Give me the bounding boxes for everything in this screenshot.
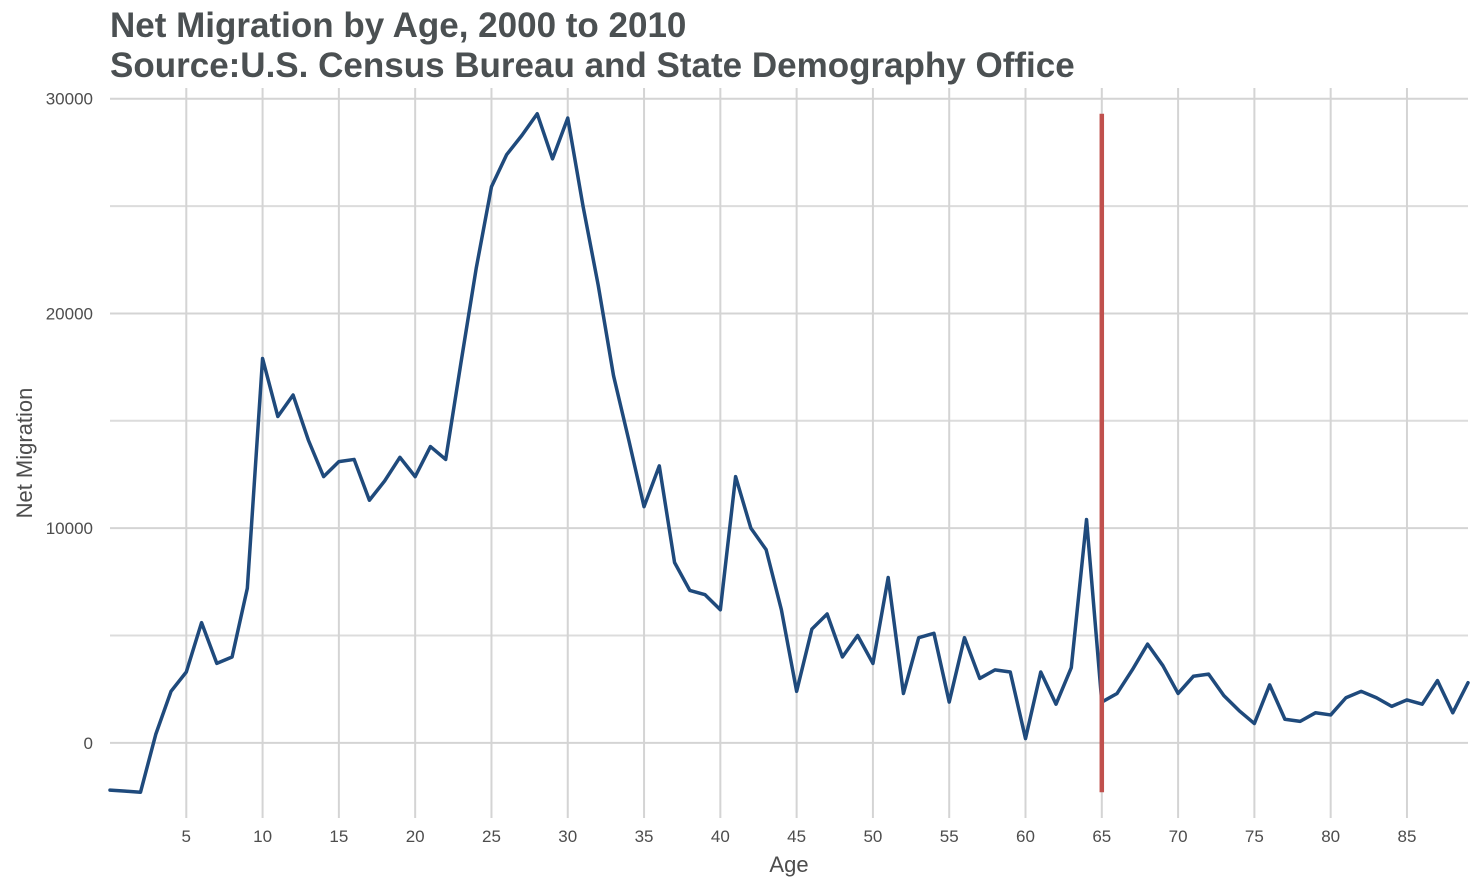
y-axis-ticks: 0 10000 20000 30000 — [46, 90, 93, 753]
x-tick-label: 20 — [406, 827, 425, 846]
chart-title-block: Net Migration by Age, 2000 to 2010 Sourc… — [110, 6, 1075, 86]
x-tick-label: 70 — [1169, 827, 1188, 846]
chart-title: Net Migration by Age, 2000 to 2010 — [110, 6, 687, 45]
x-tick-label: 75 — [1245, 827, 1264, 846]
x-tick-label: 15 — [329, 827, 348, 846]
x-tick-label: 5 — [182, 827, 191, 846]
x-tick-label: 35 — [635, 827, 654, 846]
grid — [110, 88, 1468, 818]
x-tick-label: 45 — [787, 827, 806, 846]
y-tick-label: 0 — [84, 734, 93, 753]
y-tick-label: 30000 — [46, 90, 93, 109]
y-tick-label: 20000 — [46, 304, 93, 323]
x-tick-label: 80 — [1321, 827, 1340, 846]
x-tick-label: 85 — [1398, 827, 1417, 846]
chart-subtitle: Source:U.S. Census Bureau and State Demo… — [110, 46, 1075, 85]
x-tick-label: 25 — [482, 827, 501, 846]
series-layer — [108, 112, 1470, 794]
series-line — [108, 112, 1470, 794]
x-tick-label: 55 — [940, 827, 959, 846]
x-tick-label: 50 — [863, 827, 882, 846]
x-tick-label: 60 — [1016, 827, 1035, 846]
x-axis-title: Age — [769, 852, 808, 877]
x-tick-label: 30 — [558, 827, 577, 846]
x-tick-label: 65 — [1092, 827, 1111, 846]
x-axis-ticks: 5 10 15 20 25 30 35 40 45 50 55 60 65 70 75 80 85 — [182, 827, 1417, 846]
y-tick-label: 10000 — [46, 519, 93, 538]
y-axis-title: Net Migration — [12, 388, 37, 519]
x-tick-label: 40 — [711, 827, 730, 846]
x-tick-label: 10 — [253, 827, 272, 846]
